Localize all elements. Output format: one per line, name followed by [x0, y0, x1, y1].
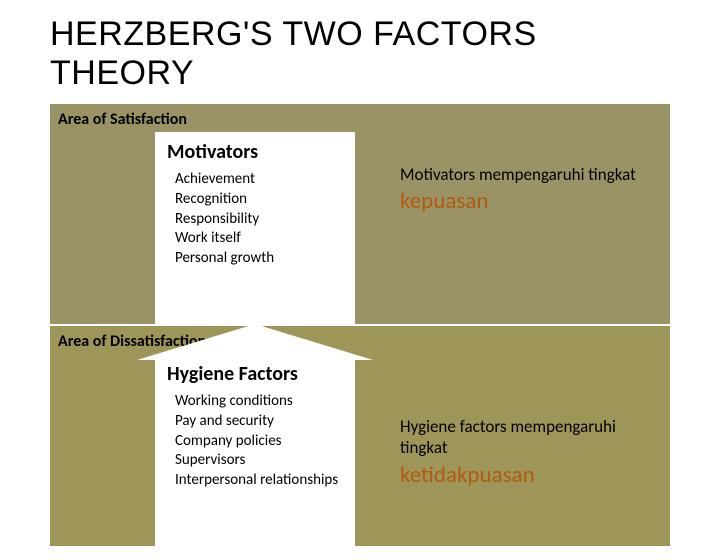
hygiene-description: Hygiene factors mempengaruhi tingkat ket… [400, 416, 660, 489]
list-item: Interpersonal relationships [175, 471, 355, 490]
list-item: Supervisors [175, 451, 355, 470]
motivators-description: Motivators mempengaruhi tingkat kepuasan [400, 164, 660, 216]
motivators-arrow: Motivators Achievement Recognition Respo… [155, 132, 355, 328]
hygiene-arrow-title: Hygiene Factors [155, 360, 355, 390]
list-item: Working conditions [175, 392, 355, 411]
arrow-up-icon [137, 324, 373, 360]
satisfaction-area-label: Area of Satisfaction [58, 110, 187, 129]
list-item: Achievement [175, 170, 355, 189]
slide-title-line2: THEORY [50, 54, 194, 93]
list-item: Personal growth [175, 249, 355, 268]
motivators-list: Achievement Recognition Responsibility W… [155, 168, 355, 268]
list-item: Pay and security [175, 412, 355, 431]
motivators-arrow-title: Motivators [155, 132, 355, 168]
slide-title-line1: HERZBERG'S TWO FACTORS [50, 16, 537, 53]
slide: HERZBERG'S TWO FACTORS THEORY Area of Sa… [0, 0, 720, 540]
list-item: Recognition [175, 190, 355, 209]
hygiene-keyword: ketidakpuasan [400, 461, 660, 490]
dissatisfaction-area: Area of Dissatisfaction Hygiene Factors … [50, 326, 670, 546]
list-item: Work itself [175, 229, 355, 248]
motivators-keyword: kepuasan [400, 187, 660, 216]
motivators-lead-text: Motivators mempengaruhi tingkat [400, 164, 660, 185]
hygiene-arrow: Hygiene Factors Working conditions Pay a… [155, 360, 355, 560]
satisfaction-area: Area of Satisfaction Motivators Achievem… [50, 104, 670, 324]
hygiene-lead-text: Hygiene factors mempengaruhi tingkat [400, 416, 660, 459]
hygiene-list: Working conditions Pay and security Comp… [155, 390, 355, 490]
list-item: Company policies [175, 432, 355, 451]
list-item: Responsibility [175, 210, 355, 229]
